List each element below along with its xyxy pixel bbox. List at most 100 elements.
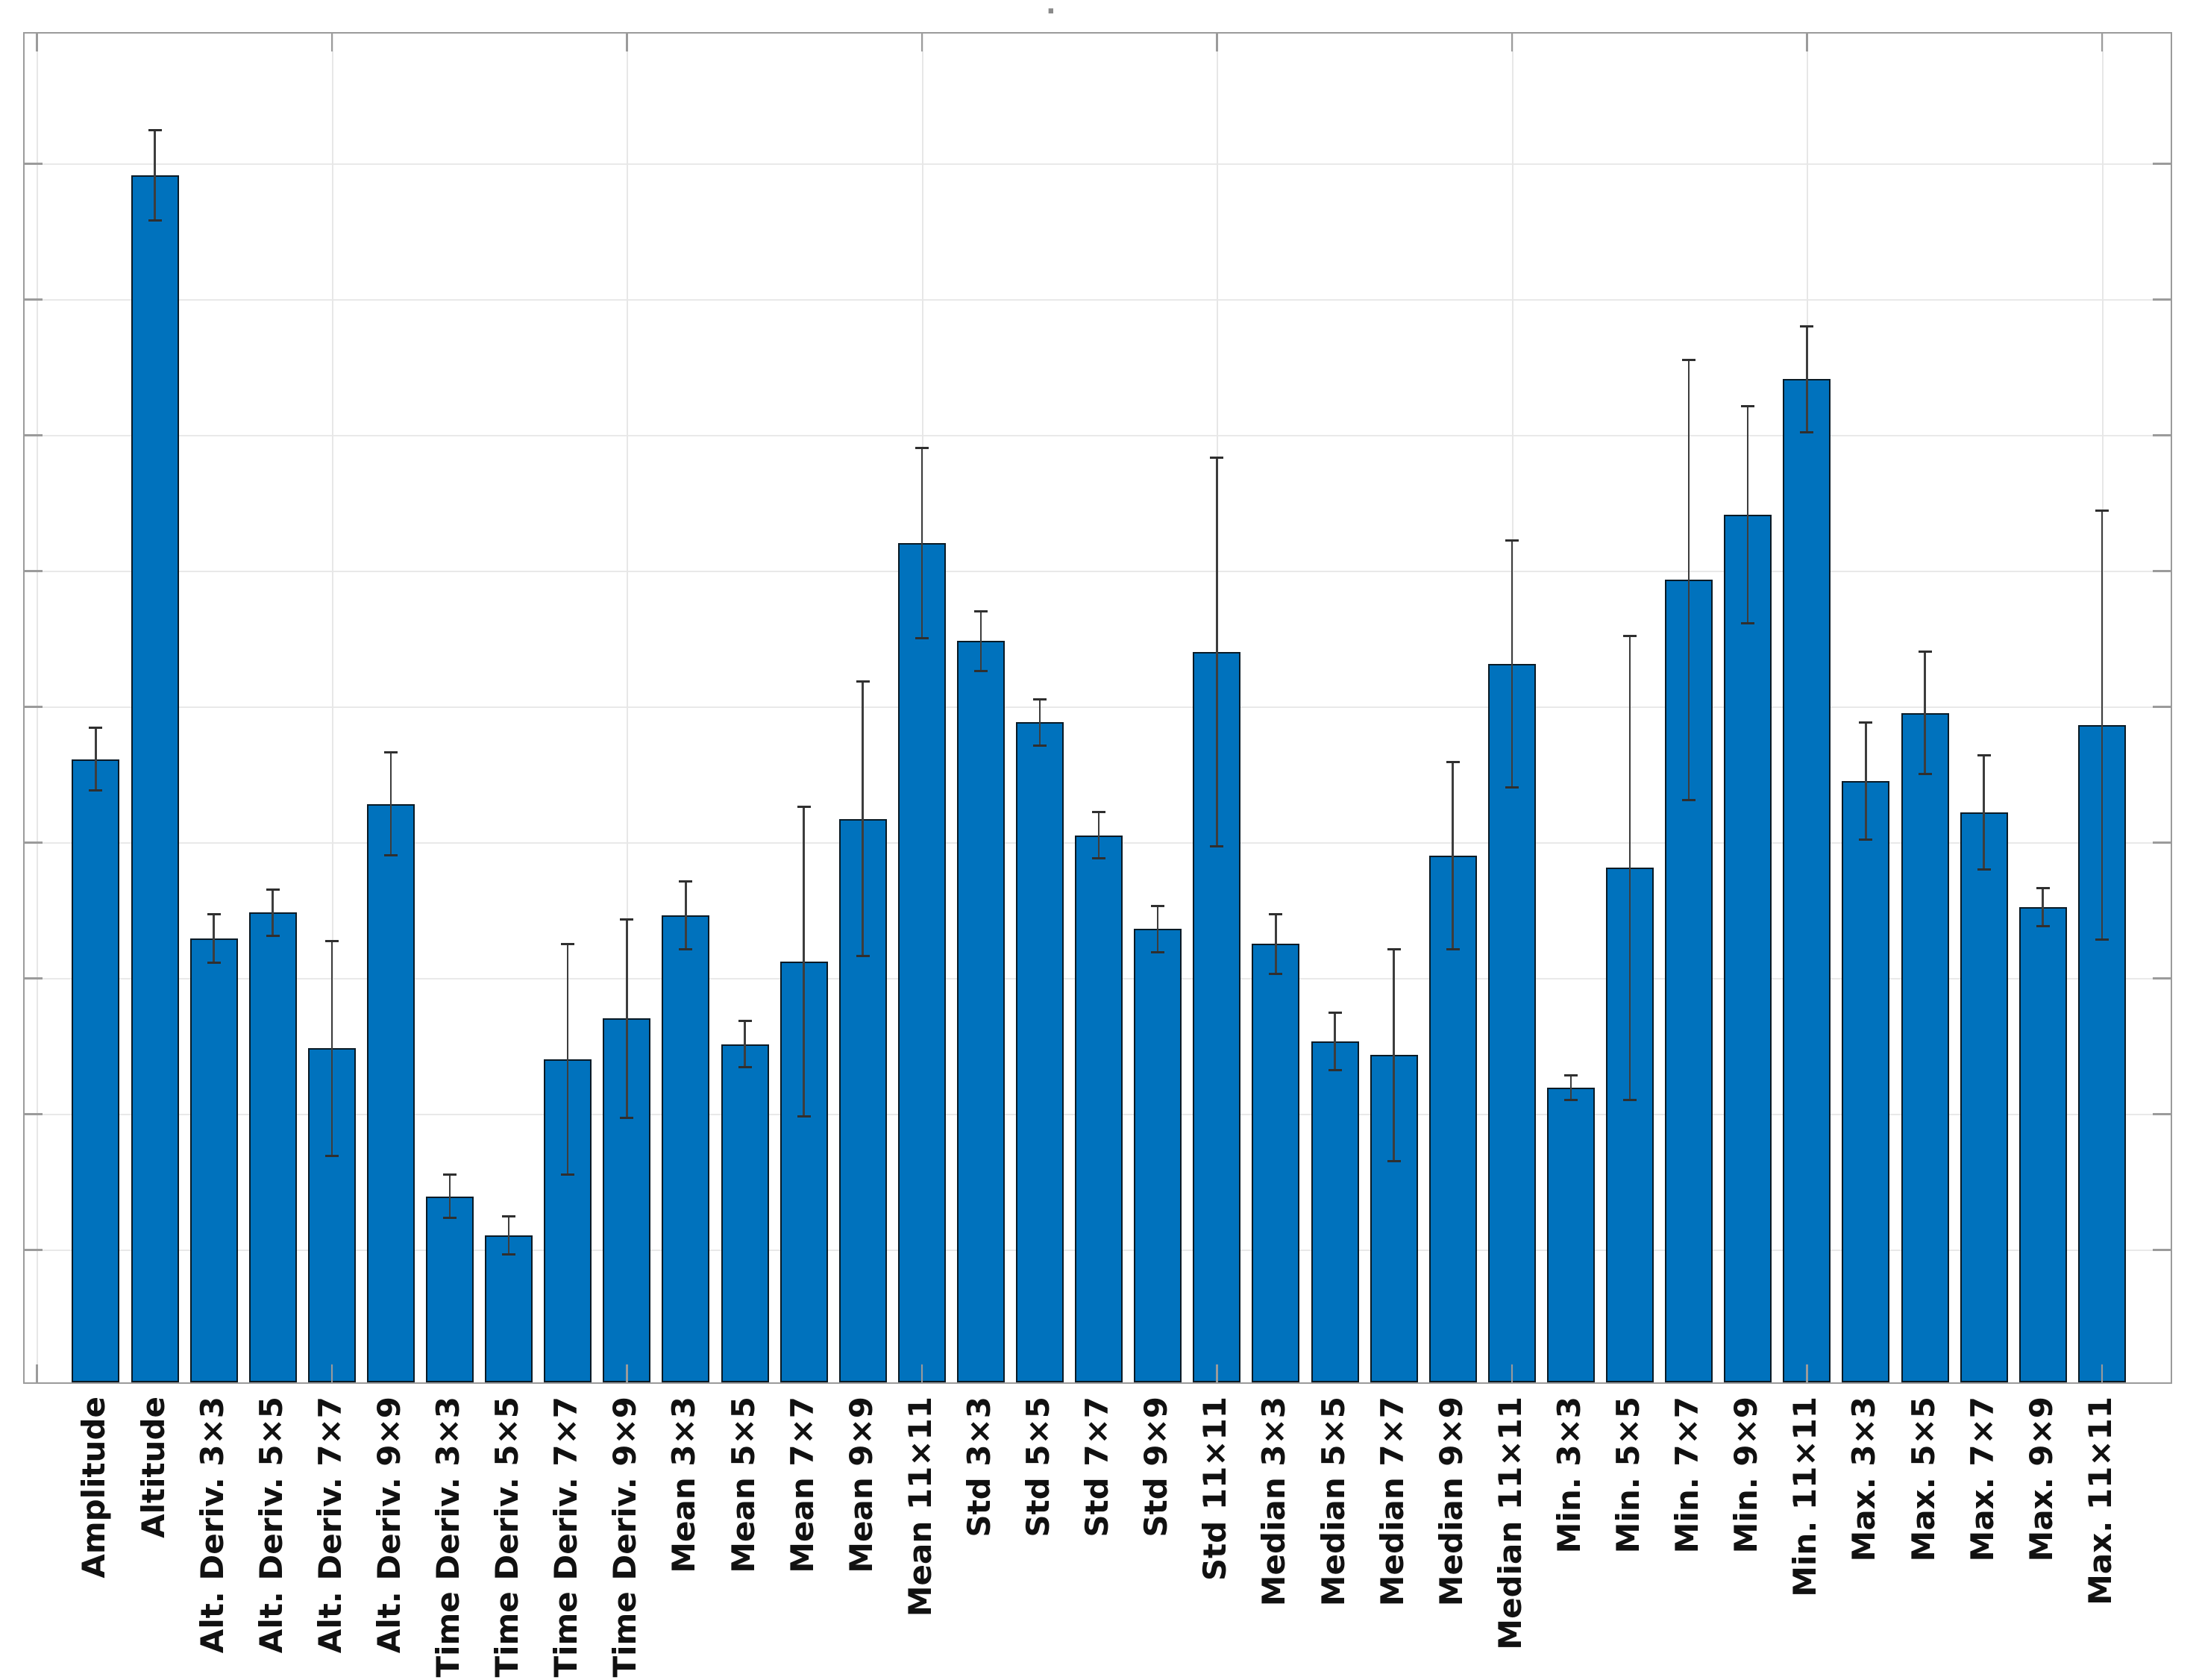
bar-Time Deriv. 7×7 <box>544 1059 592 1382</box>
error-cap-top-Alt. Deriv. 7×7 <box>324 940 339 942</box>
error-bar-Min. 3×3 <box>1569 1075 1572 1100</box>
x-label-Median 5×5: Median 5×5 <box>1314 1397 1352 1607</box>
x-tick-top <box>2101 34 2104 51</box>
bar-Altitude <box>131 175 179 1382</box>
error-cap-top-Min. 7×7 <box>1682 359 1696 362</box>
x-tick-top <box>626 34 628 51</box>
error-bar-Alt. Deriv. 7×7 <box>330 941 333 1156</box>
error-bar-Time Deriv. 5×5 <box>507 1216 510 1255</box>
error-cap-top-Std 3×3 <box>973 609 988 612</box>
error-cap-bottom-Min. 11×11 <box>1800 430 1814 433</box>
error-bar-Max. 3×3 <box>1865 722 1867 839</box>
x-label-Max. 7×7: Max. 7×7 <box>1963 1397 2001 1562</box>
error-cap-top-Alt. Deriv. 3×3 <box>207 912 221 915</box>
x-label-Time Deriv. 3×3: Time Deriv. 3×3 <box>430 1397 466 1678</box>
error-cap-bottom-Min. 9×9 <box>1741 622 1755 625</box>
error-cap-top-Min. 3×3 <box>1563 1074 1578 1077</box>
bar-Max. 5×5 <box>1901 712 1949 1382</box>
error-bar-Time Deriv. 7×7 <box>566 944 569 1175</box>
error-cap-top-Min. 5×5 <box>1623 634 1637 637</box>
plot-area <box>23 32 2172 1384</box>
error-cap-top-Median 11×11 <box>1505 539 1519 542</box>
gridline-horizontal <box>25 706 2171 708</box>
error-cap-top-Min. 11×11 <box>1800 325 1814 327</box>
error-cap-top-Median 7×7 <box>1387 947 1401 950</box>
x-label-Median 9×9: Median 9×9 <box>1432 1397 1469 1607</box>
error-bar-Mean 7×7 <box>803 806 805 1117</box>
x-label-Alt. Deriv. 5×5: Alt. Deriv. 5×5 <box>252 1397 289 1654</box>
x-label-Min. 3×3: Min. 3×3 <box>1550 1397 1587 1554</box>
y-tick-right <box>2153 298 2171 301</box>
error-cap-top-Time Deriv. 5×5 <box>502 1215 516 1218</box>
x-tick-top <box>1511 34 1513 51</box>
x-label-Amplitude: Amplitude <box>75 1397 113 1579</box>
x-label-Time Deriv. 9×9: Time Deriv. 9×9 <box>606 1397 644 1678</box>
gridline-vertical <box>37 34 39 1382</box>
x-label-Time Deriv. 7×7: Time Deriv. 7×7 <box>548 1397 585 1678</box>
y-tick-left <box>25 163 43 165</box>
x-label-Mean 5×5: Mean 5×5 <box>724 1397 762 1573</box>
bar-Std 5×5 <box>1016 722 1064 1382</box>
error-cap-top-Alt. Deriv. 5×5 <box>266 888 280 891</box>
x-tick-top <box>330 34 333 51</box>
bar-Min. 3×3 <box>1546 1088 1595 1382</box>
error-bar-Median 9×9 <box>1452 762 1454 950</box>
y-tick-right <box>2153 434 2171 436</box>
error-cap-bottom-Std 9×9 <box>1151 950 1165 953</box>
error-cap-bottom-Altitude <box>148 219 162 222</box>
x-label-Median 11×11: Median 11×11 <box>1491 1397 1528 1650</box>
x-label-Std 3×3: Std 3×3 <box>960 1397 997 1538</box>
error-cap-bottom-Median 11×11 <box>1505 786 1519 789</box>
x-label-Min. 5×5: Min. 5×5 <box>1610 1397 1646 1554</box>
error-cap-bottom-Max. 9×9 <box>2036 924 2050 927</box>
error-cap-top-Mean 7×7 <box>797 805 811 808</box>
x-tick-top <box>1216 34 1218 51</box>
gridline-horizontal <box>25 571 2171 572</box>
gridline-vertical <box>627 34 629 1382</box>
bar-Std 9×9 <box>1134 929 1182 1382</box>
error-bar-Mean 5×5 <box>744 1021 746 1068</box>
y-tick-left <box>25 1113 43 1115</box>
bar-Mean 5×5 <box>721 1044 769 1382</box>
error-bar-Std 11×11 <box>1216 457 1218 847</box>
x-label-Max. 3×3: Max. 3×3 <box>1845 1397 1883 1562</box>
error-cap-top-Std 5×5 <box>1033 698 1047 701</box>
error-cap-top-Altitude <box>148 129 162 132</box>
error-bar-Altitude <box>154 130 156 221</box>
x-tick-bottom <box>1806 1364 1808 1382</box>
bar-Max. 3×3 <box>1842 780 1890 1382</box>
error-cap-top-Std 9×9 <box>1151 904 1165 907</box>
bar-Mean 11×11 <box>897 543 946 1382</box>
bar-Time Deriv. 5×5 <box>485 1235 533 1382</box>
x-tick-bottom <box>2101 1364 2104 1382</box>
error-cap-top-Max. 5×5 <box>1918 651 1932 653</box>
x-tick-bottom <box>920 1364 923 1382</box>
error-cap-bottom-Time Deriv. 5×5 <box>502 1253 516 1256</box>
error-cap-top-Alt. Deriv. 9×9 <box>383 751 398 754</box>
y-tick-right <box>2153 841 2171 844</box>
x-label-Max. 9×9: Max. 9×9 <box>2022 1397 2060 1562</box>
error-bar-Min. 5×5 <box>1628 636 1631 1100</box>
error-bar-Max. 9×9 <box>2042 888 2044 927</box>
y-tick-right <box>2153 977 2171 980</box>
bar-Max. 9×9 <box>2018 907 2067 1382</box>
y-tick-left <box>25 706 43 708</box>
error-cap-top-Median 3×3 <box>1269 912 1283 915</box>
x-tick-bottom <box>330 1364 333 1382</box>
x-label-Alt. Deriv. 3×3: Alt. Deriv. 3×3 <box>193 1397 230 1654</box>
error-cap-bottom-Amplitude <box>89 789 103 792</box>
bar-Min. 9×9 <box>1724 515 1772 1382</box>
error-cap-top-Std 11×11 <box>1210 457 1224 460</box>
error-bar-Std 3×3 <box>979 611 982 671</box>
error-cap-bottom-Min. 7×7 <box>1682 798 1696 801</box>
error-bar-Median 3×3 <box>1275 914 1277 974</box>
error-cap-bottom-Alt. Deriv. 5×5 <box>266 934 280 937</box>
x-label-Max. 5×5: Max. 5×5 <box>1904 1397 1942 1562</box>
error-bars-layer <box>25 34 2171 1382</box>
error-bar-Alt. Deriv. 5×5 <box>272 889 274 936</box>
x-label-Std 5×5: Std 5×5 <box>1020 1397 1056 1538</box>
error-bar-Min. 9×9 <box>1746 406 1749 624</box>
error-cap-bottom-Std 3×3 <box>973 669 988 672</box>
error-cap-top-Median 9×9 <box>1446 760 1460 763</box>
